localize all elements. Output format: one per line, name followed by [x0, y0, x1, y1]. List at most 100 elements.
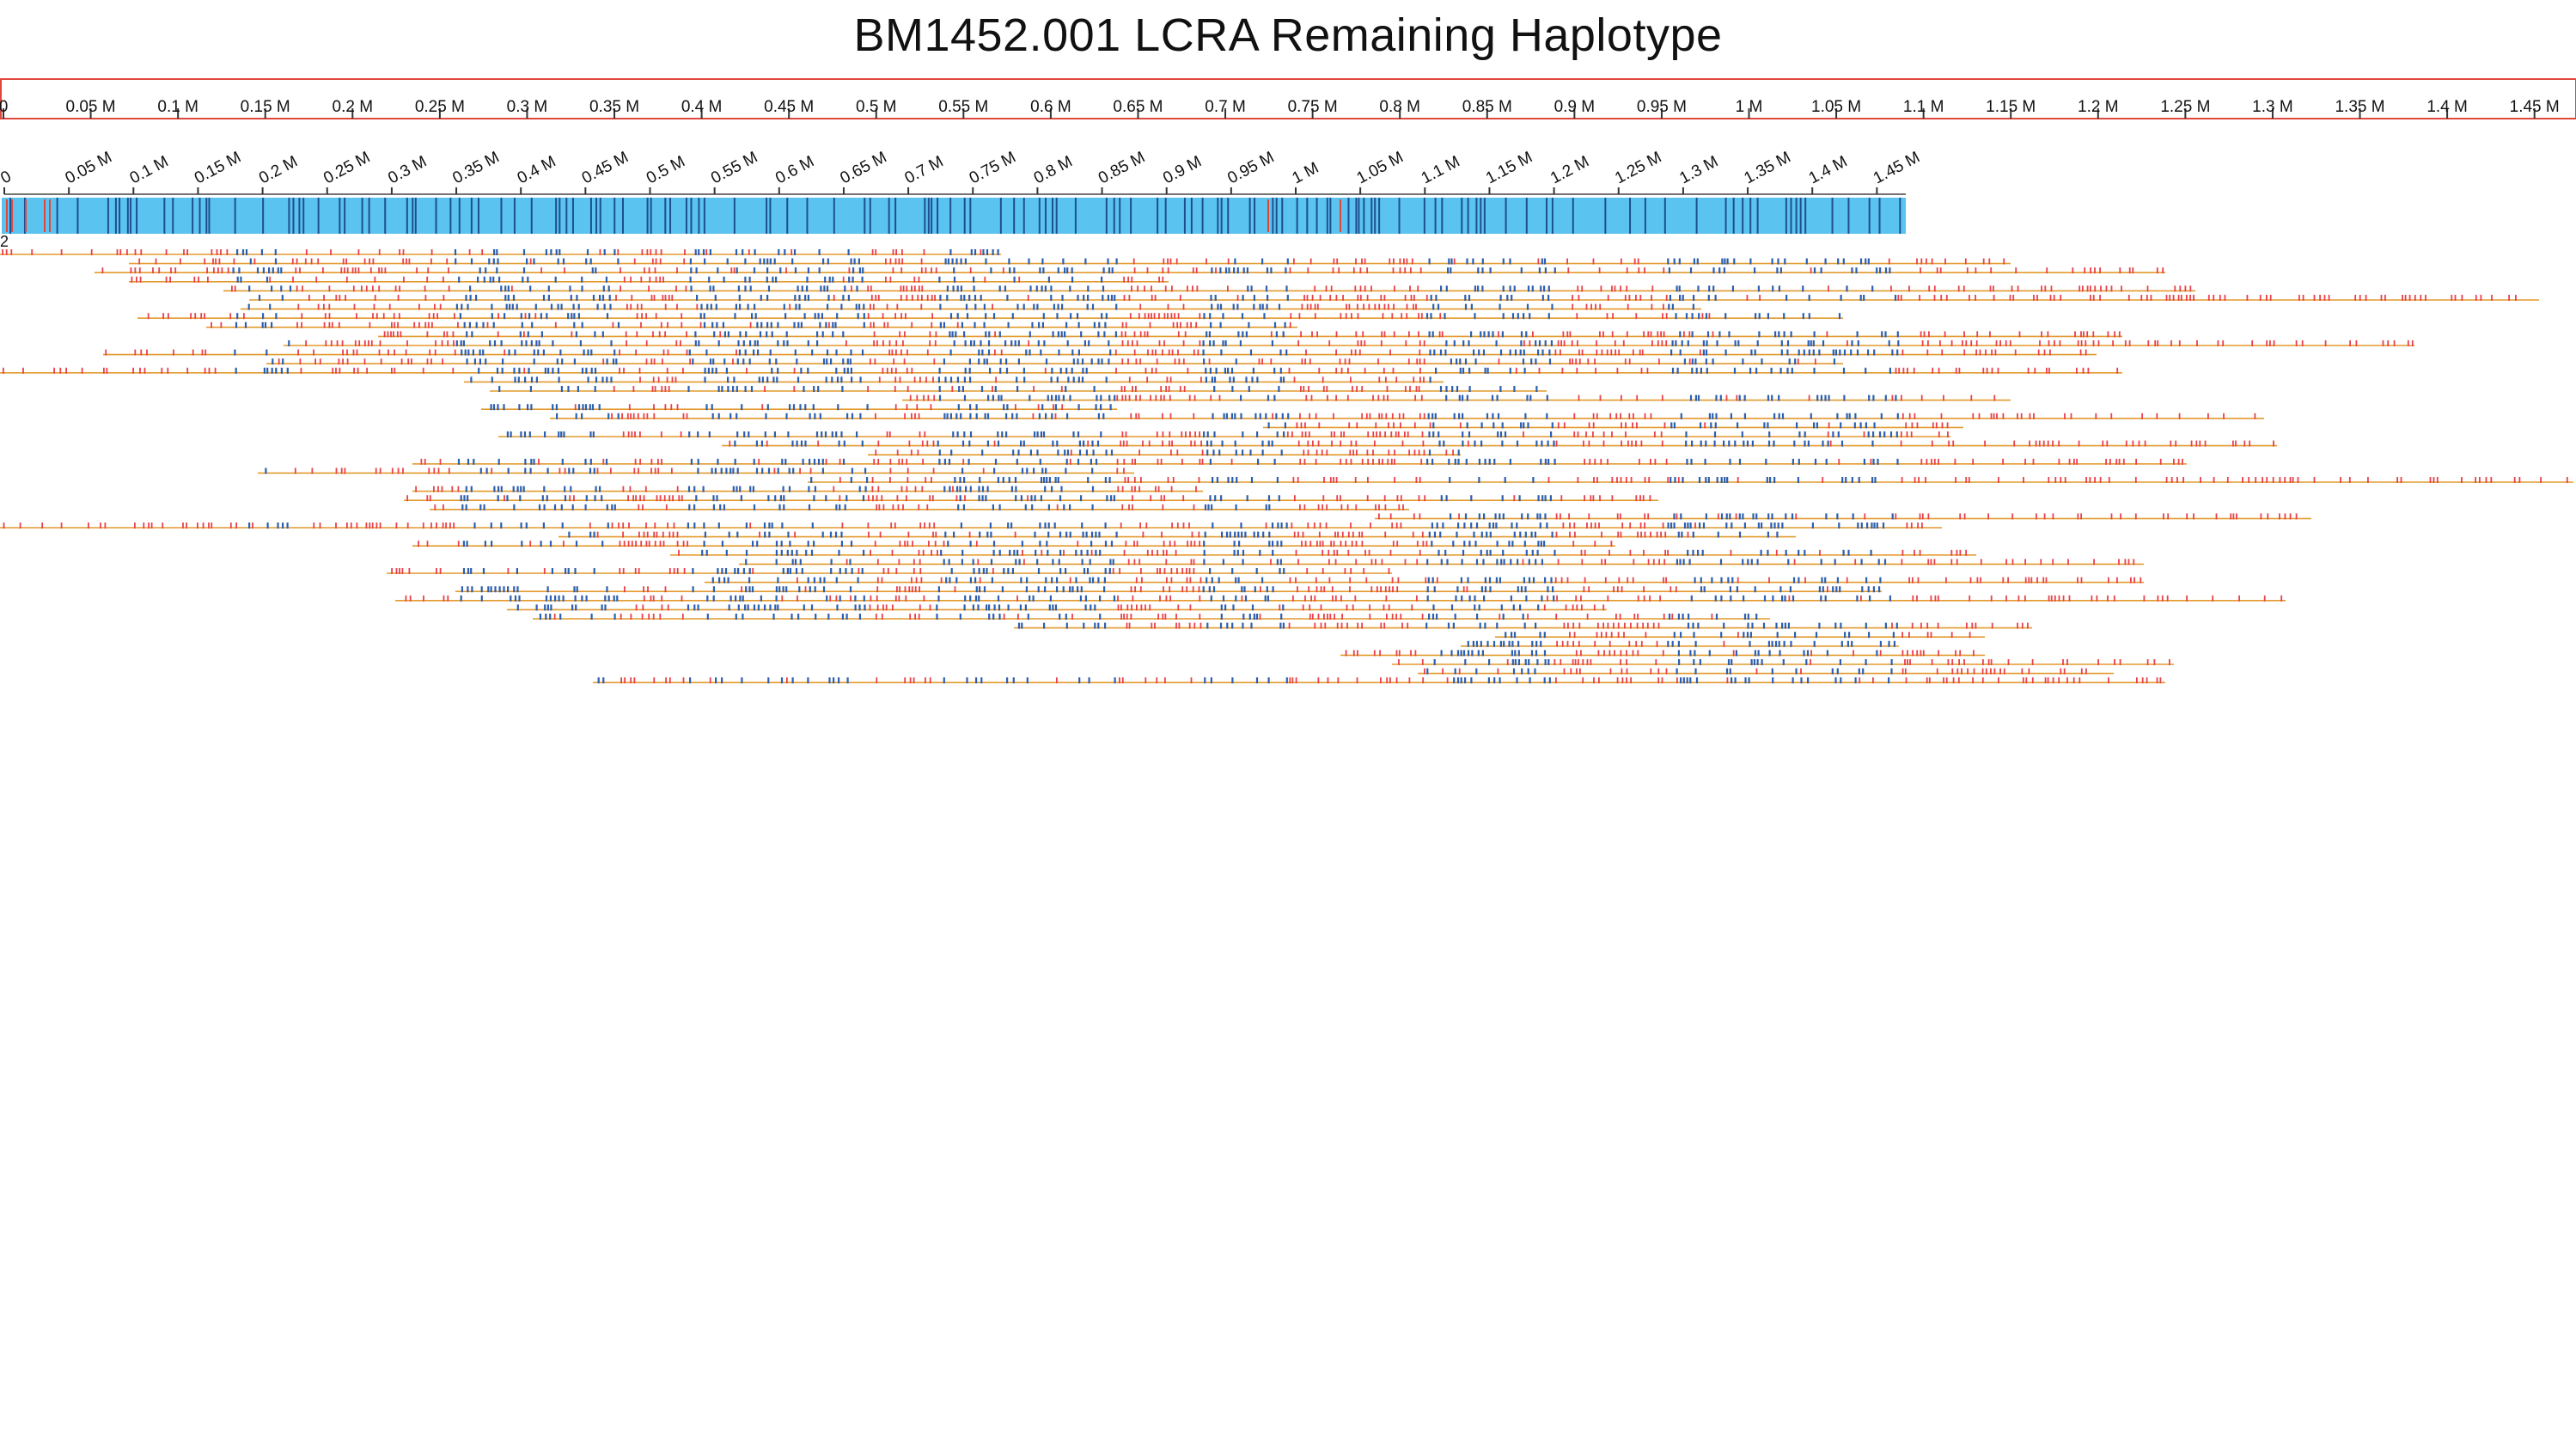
molecule-row [464, 376, 1444, 383]
top-ruler-label: 0.9 M [1554, 98, 1596, 116]
molecule-row [395, 595, 2286, 602]
map-ruler-label: 1.25 M [1612, 149, 1664, 188]
top-ruler-label: 0.3 M [507, 98, 548, 116]
molecule-row [0, 367, 2122, 374]
top-ruler-label: 1.2 M [2078, 98, 2119, 116]
top-ruler-label: 0.85 M [1462, 98, 1512, 116]
map-ruler-label: 1.1 M [1419, 153, 1463, 188]
map-ruler-label: 0.65 M [837, 149, 889, 188]
top-ruler-label: 0.7 M [1205, 98, 1246, 116]
molecule-row [722, 440, 2277, 447]
top-ruler-label: 1.15 M [1986, 98, 2036, 116]
top-ruler-label: 0.8 M [1379, 98, 1420, 116]
molecule-row [705, 577, 2144, 584]
reference-map-bar [2, 198, 1906, 234]
molecule-row [559, 531, 1796, 538]
map-ruler: 0 0.05 M 0.1 M 0.15 M 0.2 M 0.25 M 0.3 M 0.35 M… [0, 149, 1923, 195]
molecule-row [412, 458, 2187, 465]
top-ruler-label: 0.05 M [66, 98, 116, 116]
molecule-row [206, 321, 1297, 328]
top-ruler-label: 0 [0, 98, 8, 116]
map-ruler-label: 0.1 M [127, 153, 172, 188]
top-ruler-label: 1.45 M [2510, 98, 2560, 116]
map-ruler-label: 1.2 M [1547, 153, 1592, 188]
molecule-alignments [0, 249, 2573, 684]
molecule-row [129, 276, 1169, 283]
top-ruler-label: 0.25 M [415, 98, 465, 116]
molecule-row [378, 331, 2122, 338]
map-ruler-label: 0.75 M [967, 149, 1019, 188]
top-ruler-label: 1.25 M [2160, 98, 2210, 116]
top-ruler-label: 0.4 M [681, 98, 723, 116]
molecule-row [430, 504, 1409, 511]
molecule-row [808, 477, 2573, 483]
map-ruler-label: 0.15 M [192, 149, 244, 188]
map-ruler-label: 0.9 M [1160, 153, 1205, 188]
molecule-row [455, 586, 1882, 593]
map-ruler-label: 0.25 M [320, 149, 373, 188]
map-ruler-label: 1.35 M [1742, 149, 1794, 188]
molecule-row [249, 295, 2539, 301]
top-ruler-label: 0.2 M [333, 98, 374, 116]
molecule-row [284, 340, 2414, 346]
molecule-row [490, 386, 1547, 392]
top-ruler-label: 0.65 M [1113, 98, 1163, 116]
top-ruler-label: 0.75 M [1288, 98, 1338, 116]
map-ruler-label: 0.35 M [450, 149, 503, 188]
map-ruler-label: 1.45 M [1871, 149, 1923, 188]
chart-title: BM1452.001 LCRA Remaining Haplotype [853, 9, 1723, 61]
molecule-row [387, 568, 1392, 574]
top-ruler-label: 0.15 M [241, 98, 290, 116]
map-ruler-label: 0.4 M [515, 153, 559, 188]
map-ruler-label: 1.15 M [1483, 149, 1535, 188]
top-ruler-label: 1.35 M [2335, 98, 2384, 116]
molecule-row [550, 413, 2264, 419]
molecule-row [868, 449, 1461, 456]
map-ruler-label: 0.55 M [708, 149, 760, 188]
top-ruler-label: 0.95 M [1637, 98, 1687, 116]
map-ruler-label: 1.3 M [1676, 153, 1721, 188]
molecule-row [137, 313, 1843, 320]
molecule-row [498, 431, 1950, 437]
molecule-row [266, 358, 1843, 365]
map-ruler-label: 0.45 M [579, 149, 632, 188]
top-ruler-label: 0.1 M [157, 98, 198, 116]
top-ruler-label: 1.3 M [2252, 98, 2293, 116]
top-ruler-label: 0.45 M [764, 98, 814, 116]
top-ruler-label: 0.6 M [1030, 98, 1071, 116]
map-ruler-label: 0.3 M [385, 153, 430, 188]
molecule-row [1263, 422, 1963, 429]
top-ruler-frame [0, 78, 2576, 119]
reference-map: 2 [0, 198, 1906, 250]
top-ruler: 0 0.05 M 0.1 M 0.15 M 0.2 M 0.25 M 0.3 M 0.35 M… [0, 78, 2576, 119]
top-ruler-label: 0.55 M [938, 98, 988, 116]
map-ruler-label: 0.7 M [902, 153, 947, 188]
molecule-row [103, 349, 2097, 356]
molecule-row [1375, 513, 2311, 520]
molecule-row [481, 404, 1117, 411]
molecule-row [223, 285, 2195, 292]
molecule-row [404, 495, 1658, 502]
map-ruler-label: 0.6 M [772, 153, 817, 188]
top-ruler-label: 1.1 M [1903, 98, 1944, 116]
molecule-row [670, 549, 1976, 556]
molecule-row [902, 394, 2011, 401]
molecule-row [412, 541, 1615, 547]
map-ruler-label: 1 M [1289, 159, 1322, 187]
molecule-row [95, 267, 2165, 274]
map-ruler-label: 0.85 M [1096, 149, 1148, 188]
molecule-row [0, 249, 1001, 255]
map-ruler-label: 1.05 M [1354, 149, 1407, 188]
top-ruler-label: 0.35 M [589, 98, 639, 116]
molecule-row [241, 303, 1701, 310]
map-ruler-label: 0.2 M [256, 153, 301, 188]
molecule-row [739, 559, 2144, 566]
molecule-row [129, 258, 2011, 265]
map-ruler-label: 1.4 M [1806, 153, 1851, 188]
map-ruler-label: 0.05 M [63, 149, 115, 188]
molecule-row [0, 523, 1942, 529]
map-ruler-label: 0.95 M [1224, 149, 1277, 188]
molecule-row [507, 604, 1607, 611]
molecule-row [258, 468, 1134, 474]
